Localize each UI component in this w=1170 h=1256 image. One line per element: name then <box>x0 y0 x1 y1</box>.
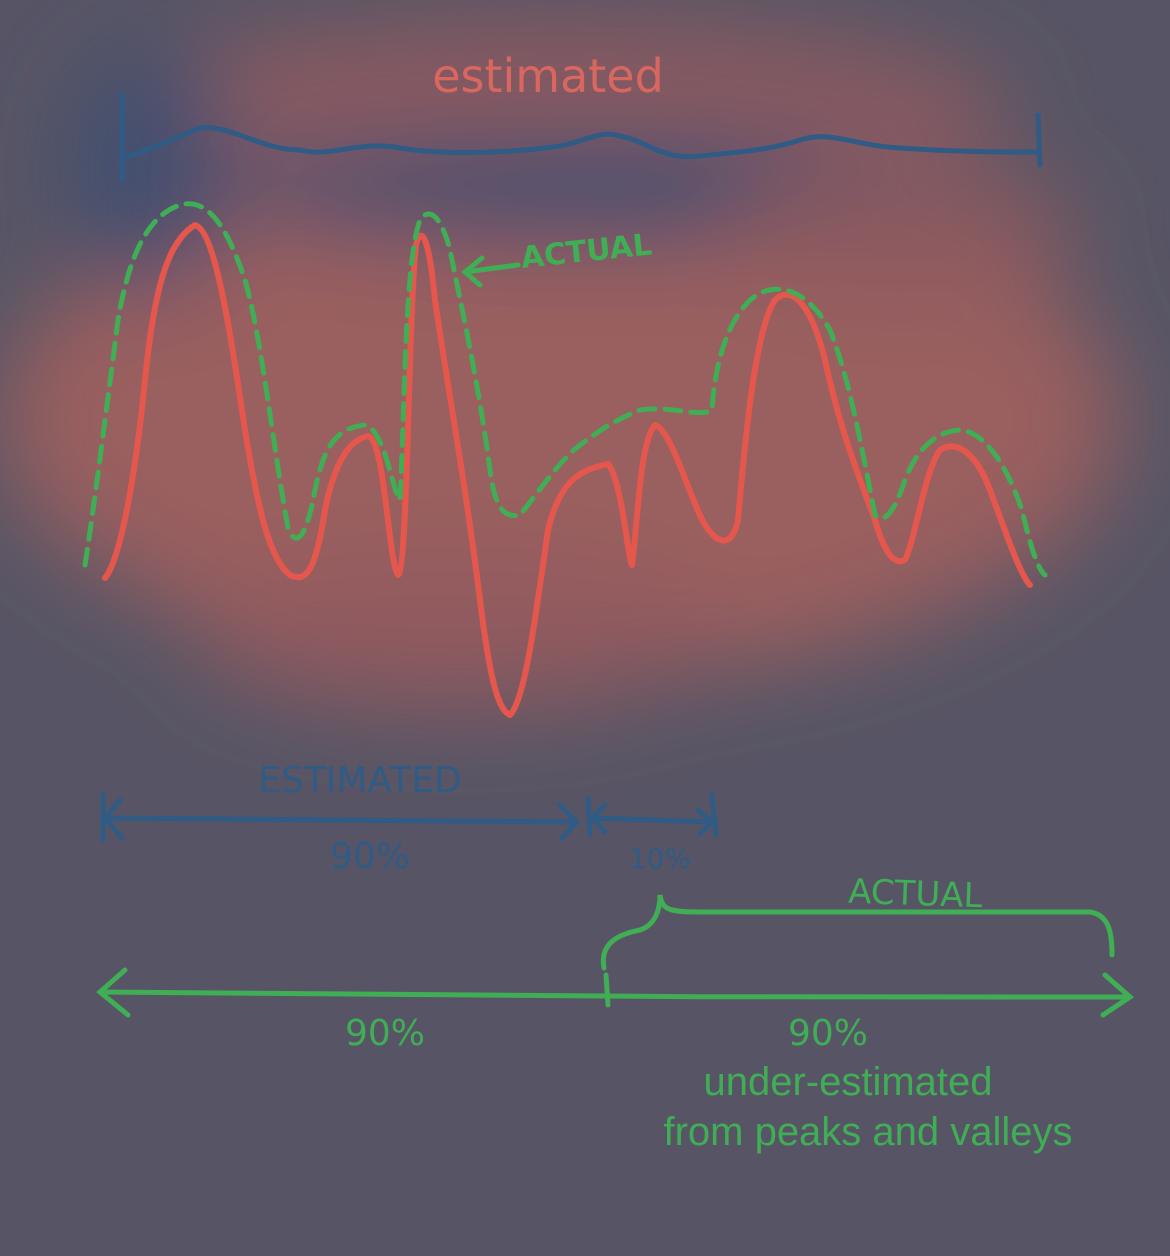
actual-curve <box>82 201 1048 578</box>
estimated-curve <box>102 222 1033 718</box>
estimated-arrows <box>100 792 719 843</box>
actual-arrows <box>96 894 1135 1018</box>
estimated-left: 90% <box>330 836 410 877</box>
caption-line: under-estimated <box>703 1060 992 1104</box>
estimated-bracket <box>119 92 1043 183</box>
caption-line: from peaks and valleys <box>663 1110 1072 1154</box>
actual-pointer <box>461 255 521 288</box>
estimated-label: ESTIMATED <box>258 760 462 801</box>
actual-right: 90% <box>788 1013 868 1054</box>
top-label: estimated <box>432 49 664 103</box>
background-glow <box>0 20 1120 710</box>
estimated-right: 10% <box>629 842 691 875</box>
actual-label: ACTUAL <box>848 872 984 917</box>
actual-left: 90% <box>345 1013 425 1054</box>
